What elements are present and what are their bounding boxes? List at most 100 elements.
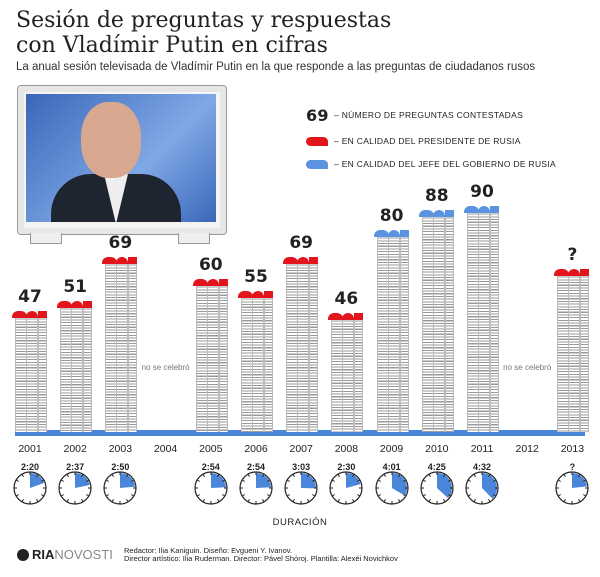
tv-stand-left (30, 233, 62, 244)
question-cap (57, 301, 73, 309)
clock-icon (555, 471, 589, 510)
question-cap (218, 279, 228, 286)
legend-president: – EN CALIDAD DEL PRESIDENTE DE RUSIA (306, 136, 521, 147)
question-stack (387, 236, 400, 432)
clock-icon (329, 471, 363, 510)
bar-value-label: 47 (18, 286, 42, 307)
credits: Redactor: Ilia Kaniguin. Diseño: Evgueni… (124, 547, 398, 563)
duration-value: 2:54 (201, 462, 220, 472)
blue-question-icon (306, 160, 328, 170)
year-label: 2013 (560, 443, 585, 455)
question-cap (342, 313, 355, 321)
year-label: 2008 (334, 443, 359, 455)
question-stack (206, 285, 219, 432)
bar-value-label: 55 (244, 267, 268, 288)
not-held-label: no se celebró (141, 363, 190, 372)
not-held-label: no se celebró (503, 363, 552, 372)
bar-value-label: 46 (334, 289, 359, 310)
tv-stand-right (178, 233, 210, 244)
question-cap (354, 313, 364, 321)
year-label: 2001 (18, 443, 42, 455)
legend-premier-label: – EN CALIDAD DEL JEFE DEL GOBIERNO DE RU… (334, 159, 556, 169)
question-stack (342, 319, 355, 432)
clock-icon (420, 471, 454, 510)
question-cap (83, 301, 93, 309)
red-question-icon (306, 137, 328, 147)
bar-value-label: 69 (289, 232, 314, 253)
tv-photo (17, 85, 227, 235)
bar-2007 (283, 256, 319, 432)
clock-icon (284, 471, 318, 510)
question-cap (102, 256, 118, 264)
duration-value: 2:54 (246, 462, 265, 472)
question-stack (297, 262, 310, 432)
question-stack (444, 216, 454, 432)
duration-value: ? (569, 462, 576, 472)
question-cap (399, 230, 409, 237)
duration-value: 3:03 (292, 462, 311, 472)
duration-value: 2:50 (111, 462, 130, 472)
question-stack (128, 262, 138, 432)
bar-value-label: 60 (198, 255, 223, 275)
question-cap (554, 269, 570, 277)
question-cap (128, 256, 138, 264)
clock-icon (103, 471, 137, 510)
question-cap (373, 230, 389, 237)
question-cap (238, 291, 253, 299)
putin-photo (26, 94, 216, 222)
question-stack (116, 262, 129, 432)
duration-value: 2:37 (66, 462, 85, 472)
duration-value: 2:30 (337, 462, 356, 472)
clock-icon (58, 471, 92, 510)
question-cap (71, 301, 84, 309)
bar-2013 (554, 269, 590, 432)
bar-2003 (102, 256, 138, 432)
question-cap (444, 210, 454, 218)
question-cap (580, 269, 590, 277)
question-cap (26, 310, 38, 318)
year-label: 2012 (515, 443, 539, 455)
clock-icon (465, 471, 499, 510)
title-line-1: Sesión de preguntas y respuestas (16, 8, 392, 33)
legend-count: 69 – NÚMERO DE PREGUNTAS CONTESTADAS (306, 106, 523, 125)
question-cap (309, 256, 319, 264)
question-cap (568, 269, 581, 277)
question-stack (399, 236, 409, 432)
logo-icon (17, 549, 29, 561)
bar-2002 (57, 301, 93, 432)
question-stack (309, 262, 319, 432)
question-stack (83, 307, 93, 432)
question-stack (218, 285, 228, 432)
bar-2001 (12, 310, 47, 432)
legend-premier: – EN CALIDAD DEL JEFE DEL GOBIERNO DE RU… (306, 159, 556, 170)
baseline (15, 430, 585, 436)
year-label: 2010 (425, 443, 449, 455)
credits-line-1: Redactor: Ilia Kaniguin. Diseño: Evgueni… (124, 546, 293, 555)
question-cap (206, 279, 219, 286)
question-cap (478, 205, 490, 213)
question-stack (354, 319, 364, 432)
face-shape (81, 102, 141, 178)
legend-count-label: – NÚMERO DE PREGUNTAS CONTESTADAS (334, 109, 524, 120)
question-stack (252, 297, 264, 432)
subtitle: La anual sesión televisada de Vladímir P… (16, 61, 536, 73)
year-label: 2011 (470, 443, 494, 455)
duration-value: 2:20 (20, 462, 39, 472)
question-cap (116, 256, 129, 264)
year-label: 2009 (379, 443, 404, 455)
question-cap (297, 256, 310, 264)
question-stack (26, 316, 38, 432)
duration-value: 4:01 (382, 462, 401, 472)
question-cap (328, 313, 344, 321)
clock-icon (194, 471, 228, 510)
bar-2009 (373, 230, 409, 432)
bar-2005 (192, 279, 228, 432)
question-stack (71, 307, 84, 432)
question-stack (478, 211, 490, 432)
question-cap (264, 291, 273, 299)
logo-bold: RIA (32, 547, 55, 562)
clock-icon (13, 471, 47, 510)
logo-light: NOVOSTI (54, 547, 113, 562)
bar-value-label: 88 (424, 186, 449, 207)
